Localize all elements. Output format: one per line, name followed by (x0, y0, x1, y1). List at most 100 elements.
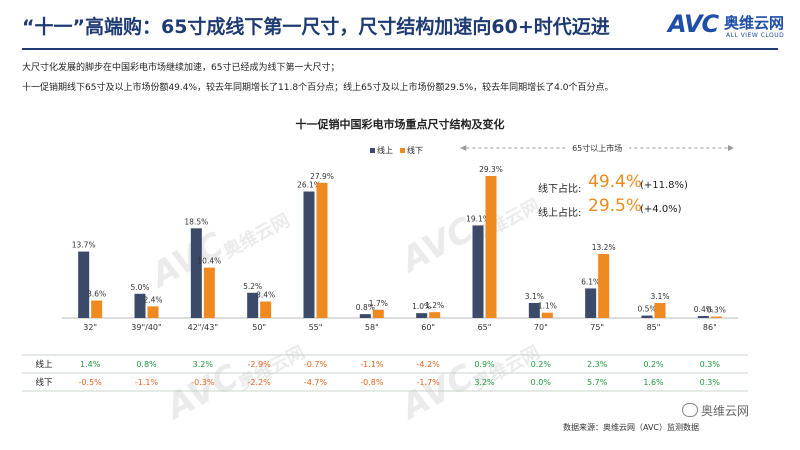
bar-value-label: 19.1% (466, 214, 490, 223)
table-cell: 0.3% (700, 360, 721, 369)
bar-offline (654, 302, 666, 318)
bracket-label-bg (565, 141, 630, 154)
wechat-icon (682, 403, 698, 417)
x-tick-label: 39"/40" (131, 323, 161, 332)
legend-swatch-offline (400, 148, 405, 153)
bracket-arrow-right (728, 145, 734, 151)
wechat-account: 奥维云网 (682, 402, 749, 419)
bar-value-label: 1.7% (369, 299, 388, 308)
table-cell: -1.7% (417, 378, 441, 387)
table-cell: 2.3% (587, 360, 608, 369)
table-cell: 0.3% (700, 378, 721, 387)
x-tick-label: 85" (647, 323, 661, 332)
bar-offline (203, 267, 215, 318)
table-cell: -1.1% (360, 360, 384, 369)
bar-offline (429, 312, 441, 318)
header-divider (22, 48, 778, 50)
x-tick-label: 58" (365, 323, 379, 332)
bar-online (359, 314, 371, 318)
bar-value-label: 3.1% (650, 292, 669, 301)
legend-label-offline: 线下 (407, 145, 423, 155)
bar-value-label: 27.9% (310, 172, 334, 181)
table-row-label: 线下 (35, 377, 53, 388)
bar-value-label: 1.0% (412, 302, 431, 311)
bar-value-label: 29.3% (479, 165, 503, 174)
table-cell: 3.2% (474, 378, 495, 387)
bar-value-label: 10.4% (197, 257, 221, 266)
bar-value-label: 0.3% (707, 306, 726, 315)
bar-offline (316, 182, 328, 318)
bar-value-label: 2.4% (143, 295, 162, 304)
table-cell: -0.3% (191, 378, 215, 387)
x-tick-label: 86" (703, 323, 717, 332)
bar-value-label: 3.6% (87, 290, 106, 299)
bar-value-label: 26.1% (297, 181, 321, 190)
bar-value-label: 0.4% (694, 305, 713, 314)
online-share-label: 线上占比: (538, 208, 582, 219)
table-cell: 0.9% (474, 360, 495, 369)
table-cell: -0.8% (360, 378, 384, 387)
x-tick-label: 42"/43" (188, 323, 218, 332)
legend-swatch-online (370, 148, 375, 153)
table-cell: -0.5% (79, 378, 103, 387)
bar-offline (710, 316, 722, 318)
intro-line-1: 大尺寸化发展的脚步在中国彩电市场继续加速，65寸已经成为线下第一大尺寸； (22, 63, 340, 73)
table-cell: 0.8% (136, 360, 157, 369)
table-cell: -4.7% (304, 378, 328, 387)
table-cell: 0.2% (531, 360, 552, 369)
offline-share-value: 49.4% (588, 172, 643, 192)
bar-online (190, 228, 202, 318)
page-header: “十一”高端购：65寸成线下第一尺寸，尺寸结构加速向60+时代迈进 AVC 奥维… (0, 0, 800, 48)
bar-offline (260, 301, 272, 318)
bar-online (697, 316, 709, 318)
bar-value-label: 0.8% (356, 303, 375, 312)
bar-online (134, 293, 146, 318)
bar-value-label: 1.1% (538, 302, 557, 311)
bar-online (472, 225, 484, 318)
offline-share-label: 线下占比: (538, 184, 582, 195)
bar-offline (147, 306, 159, 318)
logo-mark: AVC (668, 10, 719, 38)
x-tick-label: 75" (590, 323, 604, 332)
x-tick-label: 55" (309, 323, 323, 332)
data-source: 数据来源：奥维云网（AVC）监测数据 (563, 423, 700, 432)
legend-label-online: 线上 (377, 145, 393, 155)
bar-online (303, 191, 315, 318)
online-share-value: 29.5% (588, 196, 643, 216)
x-tick-label: 50" (252, 323, 266, 332)
x-tick-label: 65" (478, 323, 492, 332)
offline-share-change: (+11.8%) (640, 180, 688, 191)
table-cell: 1.6% (643, 378, 664, 387)
bar-value-label: 5.0% (130, 283, 149, 292)
bracket-arrow-left (460, 145, 467, 151)
online-share-change: (+4.0%) (640, 204, 682, 215)
bracket-label: 65寸以上市场 (572, 143, 622, 153)
bar-offline (598, 254, 610, 318)
bar-value-label: 3.1% (525, 292, 544, 301)
bar-value-label: 6.1% (581, 277, 600, 286)
bar-offline (485, 176, 497, 318)
bar-value-label: 5.2% (243, 282, 262, 291)
table-cell: -0.7% (304, 360, 328, 369)
table-cell: 1.4% (80, 360, 101, 369)
x-tick-label: 70" (534, 323, 548, 332)
table-cell: -2.9% (248, 360, 272, 369)
table-cell: -1.1% (135, 378, 159, 387)
avc-logo: AVC 奥维云网 ALL VIEW CLOUD (668, 10, 792, 46)
bar-online (78, 251, 90, 318)
bar-online (416, 313, 428, 318)
bar-online (641, 315, 653, 318)
table-row-label: 线上 (35, 359, 53, 370)
bar-offline (91, 300, 103, 318)
bar-value-label: 3.4% (256, 291, 275, 300)
table-cell: -2.2% (248, 378, 272, 387)
bar-value-label: 0.5% (637, 305, 656, 314)
page-title: “十一”高端购：65寸成线下第一尺寸，尺寸结构加速向60+时代迈进 (22, 16, 610, 38)
table-cell: 0.0% (531, 378, 552, 387)
bar-value-label: 1.2% (425, 301, 444, 310)
wechat-account-name: 奥维云网 (701, 404, 750, 418)
bar-online (585, 288, 597, 318)
bar-value-label: 18.5% (184, 217, 208, 226)
bar-value-label: 13.7% (72, 241, 96, 250)
